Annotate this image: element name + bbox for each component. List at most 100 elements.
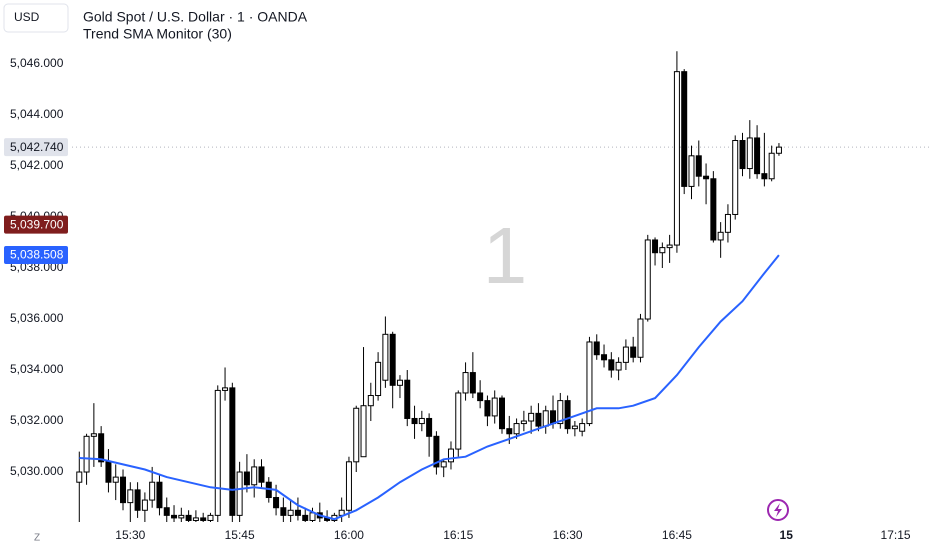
candle-body [433, 435, 440, 468]
currency[interactable]: USD [14, 10, 40, 24]
candle-body [163, 507, 170, 516]
candle-body [178, 514, 185, 519]
candle-body [520, 420, 527, 425]
candle-body [258, 466, 265, 483]
candle-body [593, 341, 600, 356]
candle-body [141, 499, 148, 511]
lightning-bolt[interactable] [774, 503, 782, 517]
candle-body [666, 244, 673, 249]
symbol-title: Gold Spot / U.S. Dollar · 1 · OANDA [83, 9, 308, 25]
x-tick-label: 15:45 [225, 528, 255, 542]
candle-body [411, 417, 418, 425]
candle-body [615, 361, 622, 371]
candle-body [506, 428, 513, 435]
candle-body [214, 389, 221, 516]
indicator-name: Trend SMA Monitor (30) [83, 26, 232, 42]
candle-body [134, 489, 141, 511]
x-tick-label: 17:15 [881, 528, 911, 542]
candle-body [469, 372, 476, 394]
y-tick-label: 5,046.000 [10, 56, 64, 70]
candle-body [681, 71, 688, 187]
candle-body [550, 410, 557, 425]
y-tick-label: 5,032.000 [10, 413, 64, 427]
candle-body [739, 140, 746, 170]
y-tick-label: 5,042.000 [10, 158, 64, 172]
y-tick-label: 5,030.000 [10, 464, 64, 478]
candle-body [761, 173, 768, 180]
candle-body [287, 509, 294, 516]
watermark: 1 [483, 211, 528, 300]
candle-body [499, 397, 505, 430]
candle-body [455, 392, 462, 450]
candle-body [688, 155, 695, 187]
price-label-box [4, 215, 68, 234]
candle-body [579, 423, 586, 432]
candle-body [717, 231, 724, 241]
candle-body [404, 379, 411, 419]
candle-body [768, 152, 775, 180]
axes: 5,030.000 5,032.000 5,034.000 5,036.000 5,03… [4, 56, 911, 542]
candle-body [673, 71, 680, 246]
candle-body [76, 471, 83, 483]
price-label: 5,038.508 [10, 248, 64, 262]
candle-body [462, 372, 469, 394]
candle-body [90, 433, 97, 437]
lightning-icon[interactable] [767, 499, 789, 521]
candle-body [535, 412, 542, 427]
candle-body [149, 481, 156, 501]
candle-body [477, 392, 484, 402]
candle-body [222, 387, 229, 391]
candle-body [659, 247, 666, 254]
candle-body [280, 507, 287, 516]
candle-body [112, 476, 119, 483]
candle-body [586, 341, 593, 425]
price-label: 5,039.700 [10, 217, 64, 231]
candle-body [652, 239, 659, 254]
price-label-box [4, 138, 68, 157]
x-tick-label: 16:45 [662, 528, 692, 542]
price-label-box [4, 246, 68, 265]
candle-body [127, 489, 134, 504]
candle-body [156, 481, 163, 509]
sma-line [79, 254, 780, 521]
candle-body [491, 397, 498, 417]
candle-body [367, 395, 374, 407]
timezone-button[interactable]: Z [34, 533, 40, 544]
candle-body [601, 354, 608, 361]
candle-body [105, 461, 112, 483]
candle-body [746, 137, 753, 170]
x-tick-label: 16:00 [334, 528, 364, 542]
candle-body [302, 514, 309, 521]
price-label: 5,042.740 [10, 140, 64, 154]
candle-body [564, 400, 571, 430]
candle-body [513, 423, 520, 435]
candle-body [484, 400, 491, 417]
y-tick-label: 5,034.000 [10, 362, 64, 376]
candle-body [418, 417, 425, 425]
candle-body [557, 400, 564, 425]
currency-button[interactable] [3, 3, 69, 33]
candle-body [622, 346, 629, 363]
candle-body [185, 514, 192, 521]
candle-body [251, 466, 258, 486]
x-tick-label: 15:30 [115, 528, 145, 542]
candle-body [426, 417, 433, 437]
y-tick-label: 5,036.000 [10, 311, 64, 325]
candle-body [754, 137, 761, 175]
candle-body [571, 425, 578, 430]
candle-body [192, 517, 199, 521]
candle-body [273, 497, 280, 509]
candle-body [644, 239, 651, 320]
y-tick-label: 5,044.000 [10, 107, 64, 121]
candle-body [447, 448, 454, 463]
candle-body [309, 512, 316, 521]
candle-body [229, 387, 236, 516]
candle-body [120, 476, 127, 504]
candle-body [171, 514, 178, 519]
candle-body [353, 407, 360, 463]
candle-body [703, 175, 710, 180]
candle-body [396, 379, 403, 386]
candle-body [375, 361, 382, 397]
